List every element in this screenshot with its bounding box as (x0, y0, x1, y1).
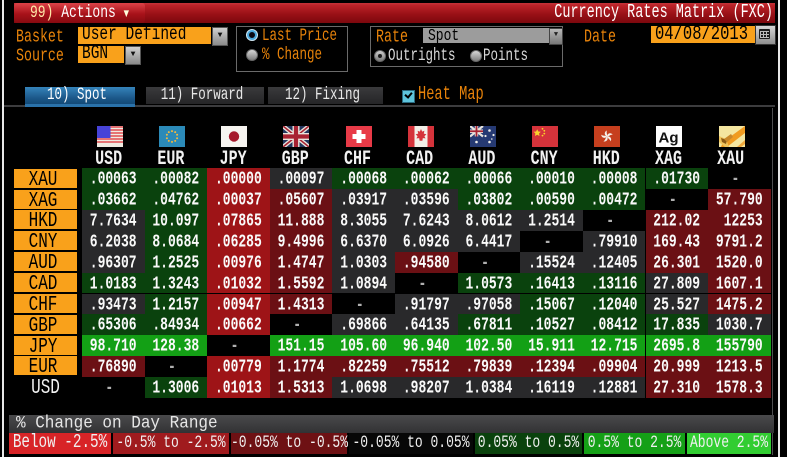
svg-text:Ag: Ag (659, 130, 679, 147)
